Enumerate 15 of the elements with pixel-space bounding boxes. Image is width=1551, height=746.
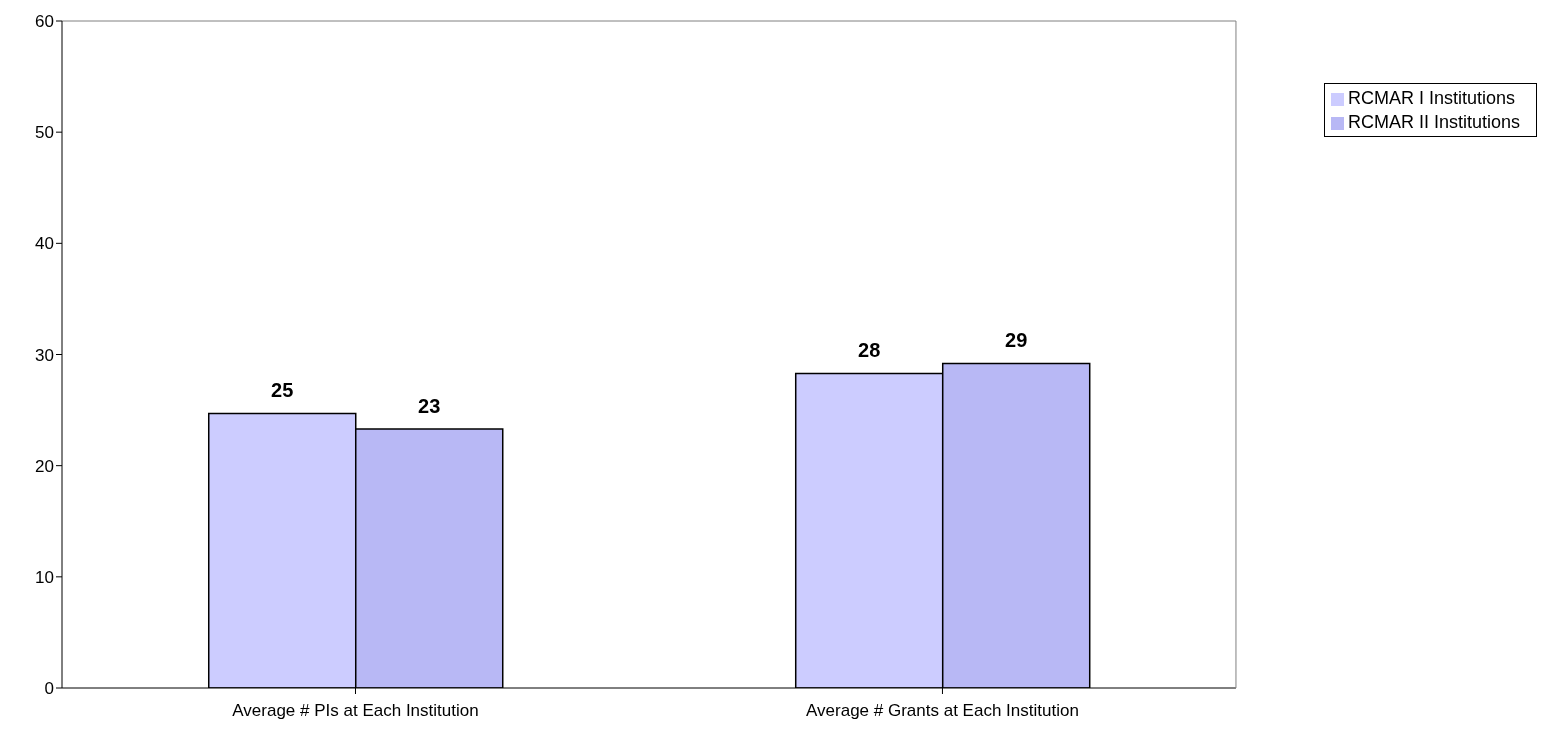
y-tick-label: 30	[35, 345, 54, 365]
x-tick-label: Average # Grants at Each Institution	[806, 701, 1079, 721]
legend-label: RCMAR I Institutions	[1347, 88, 1515, 108]
y-tick-label: 20	[35, 456, 54, 476]
y-tick-label: 0	[44, 679, 54, 699]
y-tick-label: 40	[35, 234, 54, 254]
data-label: 25	[271, 379, 294, 402]
data-label: 28	[858, 339, 881, 362]
data-label: 29	[1005, 329, 1028, 352]
y-tick-label: 50	[35, 123, 54, 143]
legend-label: RCMAR II Institutions	[1347, 112, 1520, 132]
y-tick-label: 60	[35, 12, 54, 32]
y-tick-label: 10	[35, 567, 54, 587]
data-label: 23	[418, 394, 441, 417]
x-tick-label: Average # PIs at Each Institution	[232, 701, 479, 721]
